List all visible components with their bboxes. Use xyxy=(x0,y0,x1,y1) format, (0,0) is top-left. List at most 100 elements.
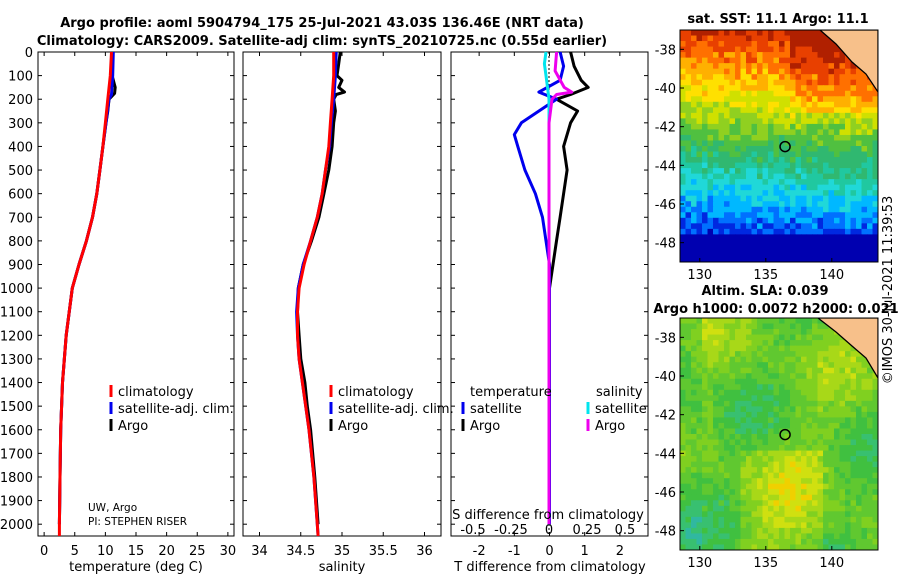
map-cell xyxy=(718,173,725,180)
legend-label-t-argo: Argo xyxy=(470,419,500,434)
map-cell xyxy=(806,157,813,164)
map-cell xyxy=(702,41,709,48)
map-cell xyxy=(768,206,775,213)
map-cell xyxy=(850,223,857,230)
map-cell xyxy=(812,367,819,374)
map-cell xyxy=(801,195,808,202)
map-cell xyxy=(757,340,764,347)
map-cell xyxy=(861,411,868,419)
map-cell xyxy=(812,118,819,125)
map-cell xyxy=(740,68,747,75)
map-cell xyxy=(680,345,687,352)
map-cell xyxy=(801,538,808,546)
map-cell xyxy=(872,190,878,197)
map-cell xyxy=(735,340,742,347)
map-cell xyxy=(680,74,687,81)
map-cell xyxy=(746,373,753,380)
map-cell xyxy=(845,417,852,424)
s-diff-tick-label: 0.5 xyxy=(615,523,636,538)
map-cell xyxy=(801,428,808,435)
s-diff-tick-label: -0.25 xyxy=(494,523,528,538)
map-cell xyxy=(713,63,720,70)
map-cell xyxy=(845,456,852,463)
map-cell xyxy=(784,184,791,191)
map-cell xyxy=(790,74,797,81)
map-cell xyxy=(746,406,753,413)
map-cell xyxy=(801,450,808,457)
map-cell xyxy=(718,544,725,550)
map-cell xyxy=(757,173,764,180)
map-cell xyxy=(718,494,725,501)
map-cell xyxy=(685,129,692,136)
map-cell xyxy=(685,417,692,424)
map-cell xyxy=(713,212,720,219)
sst-map-frame xyxy=(679,29,879,263)
map-cell xyxy=(790,85,797,92)
map-cell xyxy=(740,140,747,147)
map-cell xyxy=(773,351,780,358)
map-cell xyxy=(696,212,703,219)
map-cell xyxy=(850,134,857,142)
map-cell xyxy=(680,400,687,407)
map-cell xyxy=(707,362,714,369)
map-cell xyxy=(845,533,852,540)
map-cell xyxy=(823,445,830,452)
map-cell xyxy=(696,217,703,224)
map-cell xyxy=(691,134,698,142)
map-cell xyxy=(812,74,819,81)
map-cell xyxy=(872,134,878,142)
map-cell xyxy=(707,367,714,374)
map-cell xyxy=(718,190,725,197)
map-cell xyxy=(746,400,753,407)
map-cell xyxy=(680,511,687,518)
map-cell xyxy=(707,356,714,363)
map-cell xyxy=(812,179,819,186)
map-cell xyxy=(784,378,791,385)
map-cell xyxy=(790,63,797,70)
sst-map xyxy=(680,30,878,262)
map-cell xyxy=(861,206,868,213)
map-cell xyxy=(729,123,736,131)
map-cell xyxy=(872,461,878,468)
map-cell xyxy=(691,57,698,64)
map-cell xyxy=(872,384,878,391)
map-cell xyxy=(691,373,698,380)
map-y-tick-label: -44 xyxy=(655,447,676,462)
map-cell xyxy=(702,384,709,391)
map-cell xyxy=(812,173,819,180)
map-cell xyxy=(751,168,758,175)
map-cell xyxy=(735,206,742,213)
map-cell xyxy=(724,417,731,424)
map-cell xyxy=(724,434,731,441)
map-cell xyxy=(795,400,802,407)
map-cell xyxy=(724,411,731,419)
map-cell xyxy=(845,422,852,430)
map-cell xyxy=(828,85,835,92)
map-cell xyxy=(718,223,725,230)
map-cell xyxy=(762,68,769,75)
map-cell xyxy=(839,85,846,92)
map-cell xyxy=(773,212,780,219)
x-tick-label: 15 xyxy=(128,544,145,559)
map-cell xyxy=(784,90,791,97)
map-cell xyxy=(724,351,731,358)
map-cell xyxy=(740,417,747,424)
map-cell xyxy=(872,228,878,235)
map-cell xyxy=(680,340,687,347)
map-cell xyxy=(872,522,878,529)
map-cell xyxy=(845,146,852,153)
map-cell xyxy=(856,533,863,540)
map-cell xyxy=(861,179,868,186)
map-cell xyxy=(812,96,819,103)
map-cell xyxy=(729,527,736,535)
map-cell xyxy=(812,406,819,413)
map-cell xyxy=(751,179,758,186)
map-cell xyxy=(850,389,857,396)
map-cell xyxy=(718,245,725,252)
map-cell xyxy=(806,30,813,37)
map-cell xyxy=(823,478,830,485)
map-cell xyxy=(834,68,841,75)
map-cell xyxy=(762,90,769,97)
map-cell xyxy=(762,533,769,540)
map-cell xyxy=(861,422,868,430)
